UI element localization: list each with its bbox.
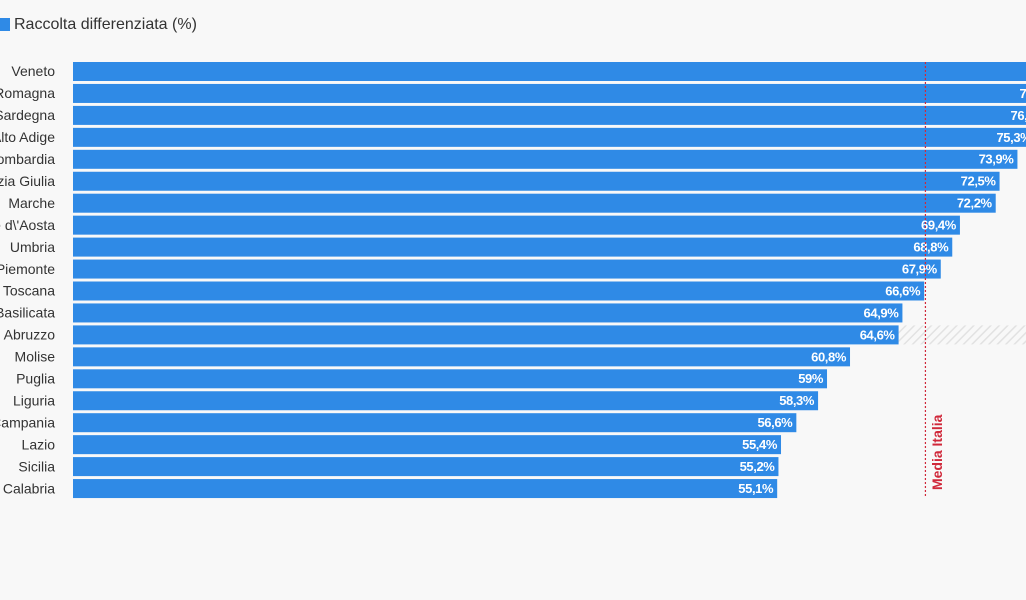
bar bbox=[73, 303, 903, 323]
value-label: 56,6% bbox=[757, 415, 793, 430]
value-label: 72,2% bbox=[957, 196, 993, 211]
value-label: 64,9% bbox=[864, 305, 900, 320]
bar bbox=[73, 171, 1000, 191]
category-label: Basilicata bbox=[0, 305, 55, 321]
value-label: 55,1% bbox=[738, 481, 774, 496]
category-label: Marche bbox=[8, 195, 55, 211]
bar bbox=[73, 149, 1018, 169]
category-label: Sicilia bbox=[18, 458, 55, 474]
value-label: 75,3% bbox=[996, 130, 1026, 145]
category-label: Trentino-Alto Adige bbox=[0, 129, 55, 145]
bar bbox=[73, 391, 819, 411]
bar bbox=[73, 457, 779, 477]
bar bbox=[73, 281, 925, 301]
legend-label: Raccolta differenziata (%) bbox=[14, 16, 197, 33]
category-label: Puglia bbox=[16, 371, 55, 387]
category-label: Veneto bbox=[11, 63, 55, 79]
category-label: Umbria bbox=[10, 239, 55, 255]
category-label: Abruzzo bbox=[4, 327, 56, 343]
value-label: 68,8% bbox=[913, 240, 949, 255]
bar bbox=[73, 347, 851, 367]
value-label: 77,1% bbox=[1019, 86, 1026, 101]
value-label: 55,4% bbox=[742, 437, 778, 452]
bar bbox=[73, 127, 1026, 147]
bar bbox=[73, 237, 953, 257]
value-label: 59% bbox=[798, 371, 824, 386]
bar bbox=[73, 369, 828, 389]
category-label: Friuli-Venezia Giulia bbox=[0, 173, 55, 189]
value-label: 64,6% bbox=[860, 327, 896, 342]
category-label: Molise bbox=[15, 349, 56, 365]
bar bbox=[73, 83, 1026, 103]
value-label: 72,5% bbox=[961, 174, 997, 189]
value-label: 76,4% bbox=[1011, 108, 1026, 123]
category-label: Sardegna bbox=[0, 107, 55, 123]
category-label: Emilia-Romagna bbox=[0, 85, 55, 101]
bar bbox=[73, 413, 797, 433]
bar bbox=[73, 325, 899, 345]
category-label: Toscana bbox=[3, 283, 55, 299]
reference-label: Media Italia bbox=[929, 414, 945, 490]
value-label: 55,2% bbox=[740, 459, 776, 474]
bar bbox=[73, 215, 960, 235]
bar bbox=[73, 259, 941, 279]
category-label: Calabria bbox=[3, 480, 55, 496]
bar bbox=[73, 193, 996, 213]
category-label: Campania bbox=[0, 414, 55, 430]
value-label: 58,3% bbox=[779, 393, 815, 408]
highlight-band bbox=[898, 325, 1026, 345]
value-label: 67,9% bbox=[902, 261, 938, 276]
value-label: 66,6% bbox=[885, 283, 921, 298]
bar bbox=[73, 105, 1026, 125]
category-label: Lazio bbox=[22, 436, 56, 452]
bar bbox=[73, 435, 782, 455]
bar bbox=[73, 479, 778, 499]
category-label: Piemonte bbox=[0, 261, 55, 277]
category-label: Liguria bbox=[13, 392, 55, 408]
value-label: 73,9% bbox=[979, 152, 1015, 167]
value-label: 69,4% bbox=[921, 218, 957, 233]
value-label: 60,8% bbox=[811, 349, 847, 364]
category-label: Valle d\'Aosta bbox=[0, 217, 55, 233]
category-label: Lombardia bbox=[0, 151, 55, 167]
legend-swatch bbox=[0, 18, 10, 31]
bar bbox=[73, 62, 1026, 81]
